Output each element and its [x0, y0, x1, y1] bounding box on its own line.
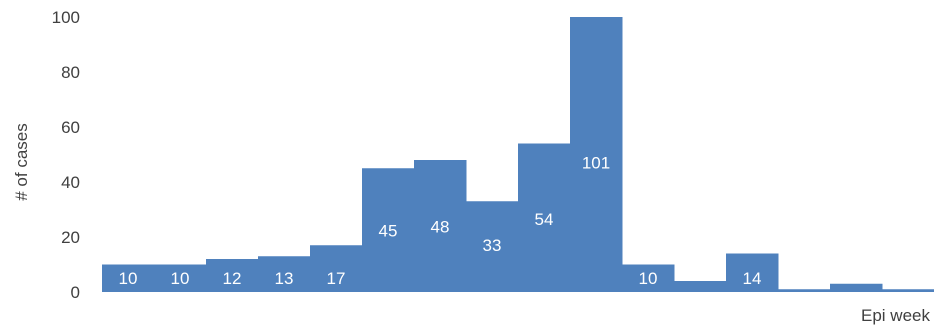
y-tick-label: 100 — [52, 8, 80, 27]
bar — [206, 259, 259, 292]
bar — [414, 160, 467, 292]
y-axis-ticks: 0 20 40 60 80 100 — [52, 8, 80, 302]
bar — [726, 253, 779, 292]
bar — [674, 281, 727, 292]
bar-data-label: 10 — [639, 269, 658, 288]
bar — [518, 143, 571, 292]
bar — [830, 283, 883, 292]
bar — [466, 201, 519, 292]
bar-data-label: 10 — [171, 269, 190, 288]
bar-data-label: 13 — [275, 269, 294, 288]
bar-data-label: 33 — [483, 236, 502, 255]
y-tick-label: 20 — [61, 228, 80, 247]
bar — [882, 289, 934, 292]
y-axis-title: # of cases — [12, 123, 31, 201]
y-tick-label: 40 — [61, 173, 80, 192]
bar — [362, 168, 415, 292]
bar-data-label: 45 — [379, 221, 398, 240]
bar — [154, 264, 207, 292]
y-tick-label: 0 — [71, 283, 80, 302]
data-labels: 10 10 12 13 17 45 48 33 54 101 10 14 — [119, 153, 762, 288]
bar-data-label: 10 — [119, 269, 138, 288]
bar-data-label: 54 — [535, 210, 554, 229]
x-axis-title: Epi week — [861, 306, 930, 325]
bar — [310, 245, 363, 292]
bar-data-label: 48 — [431, 218, 450, 237]
bar — [622, 264, 675, 292]
bar — [102, 264, 155, 292]
bar — [778, 289, 831, 292]
bars — [102, 17, 934, 292]
y-tick-label: 60 — [61, 118, 80, 137]
bar — [258, 256, 311, 292]
bar — [570, 17, 623, 292]
bar-data-label: 12 — [223, 269, 242, 288]
bar-data-label: 17 — [327, 269, 346, 288]
y-tick-label: 80 — [61, 63, 80, 82]
bar-data-label: 101 — [582, 153, 610, 172]
bar-data-label: 14 — [743, 269, 762, 288]
